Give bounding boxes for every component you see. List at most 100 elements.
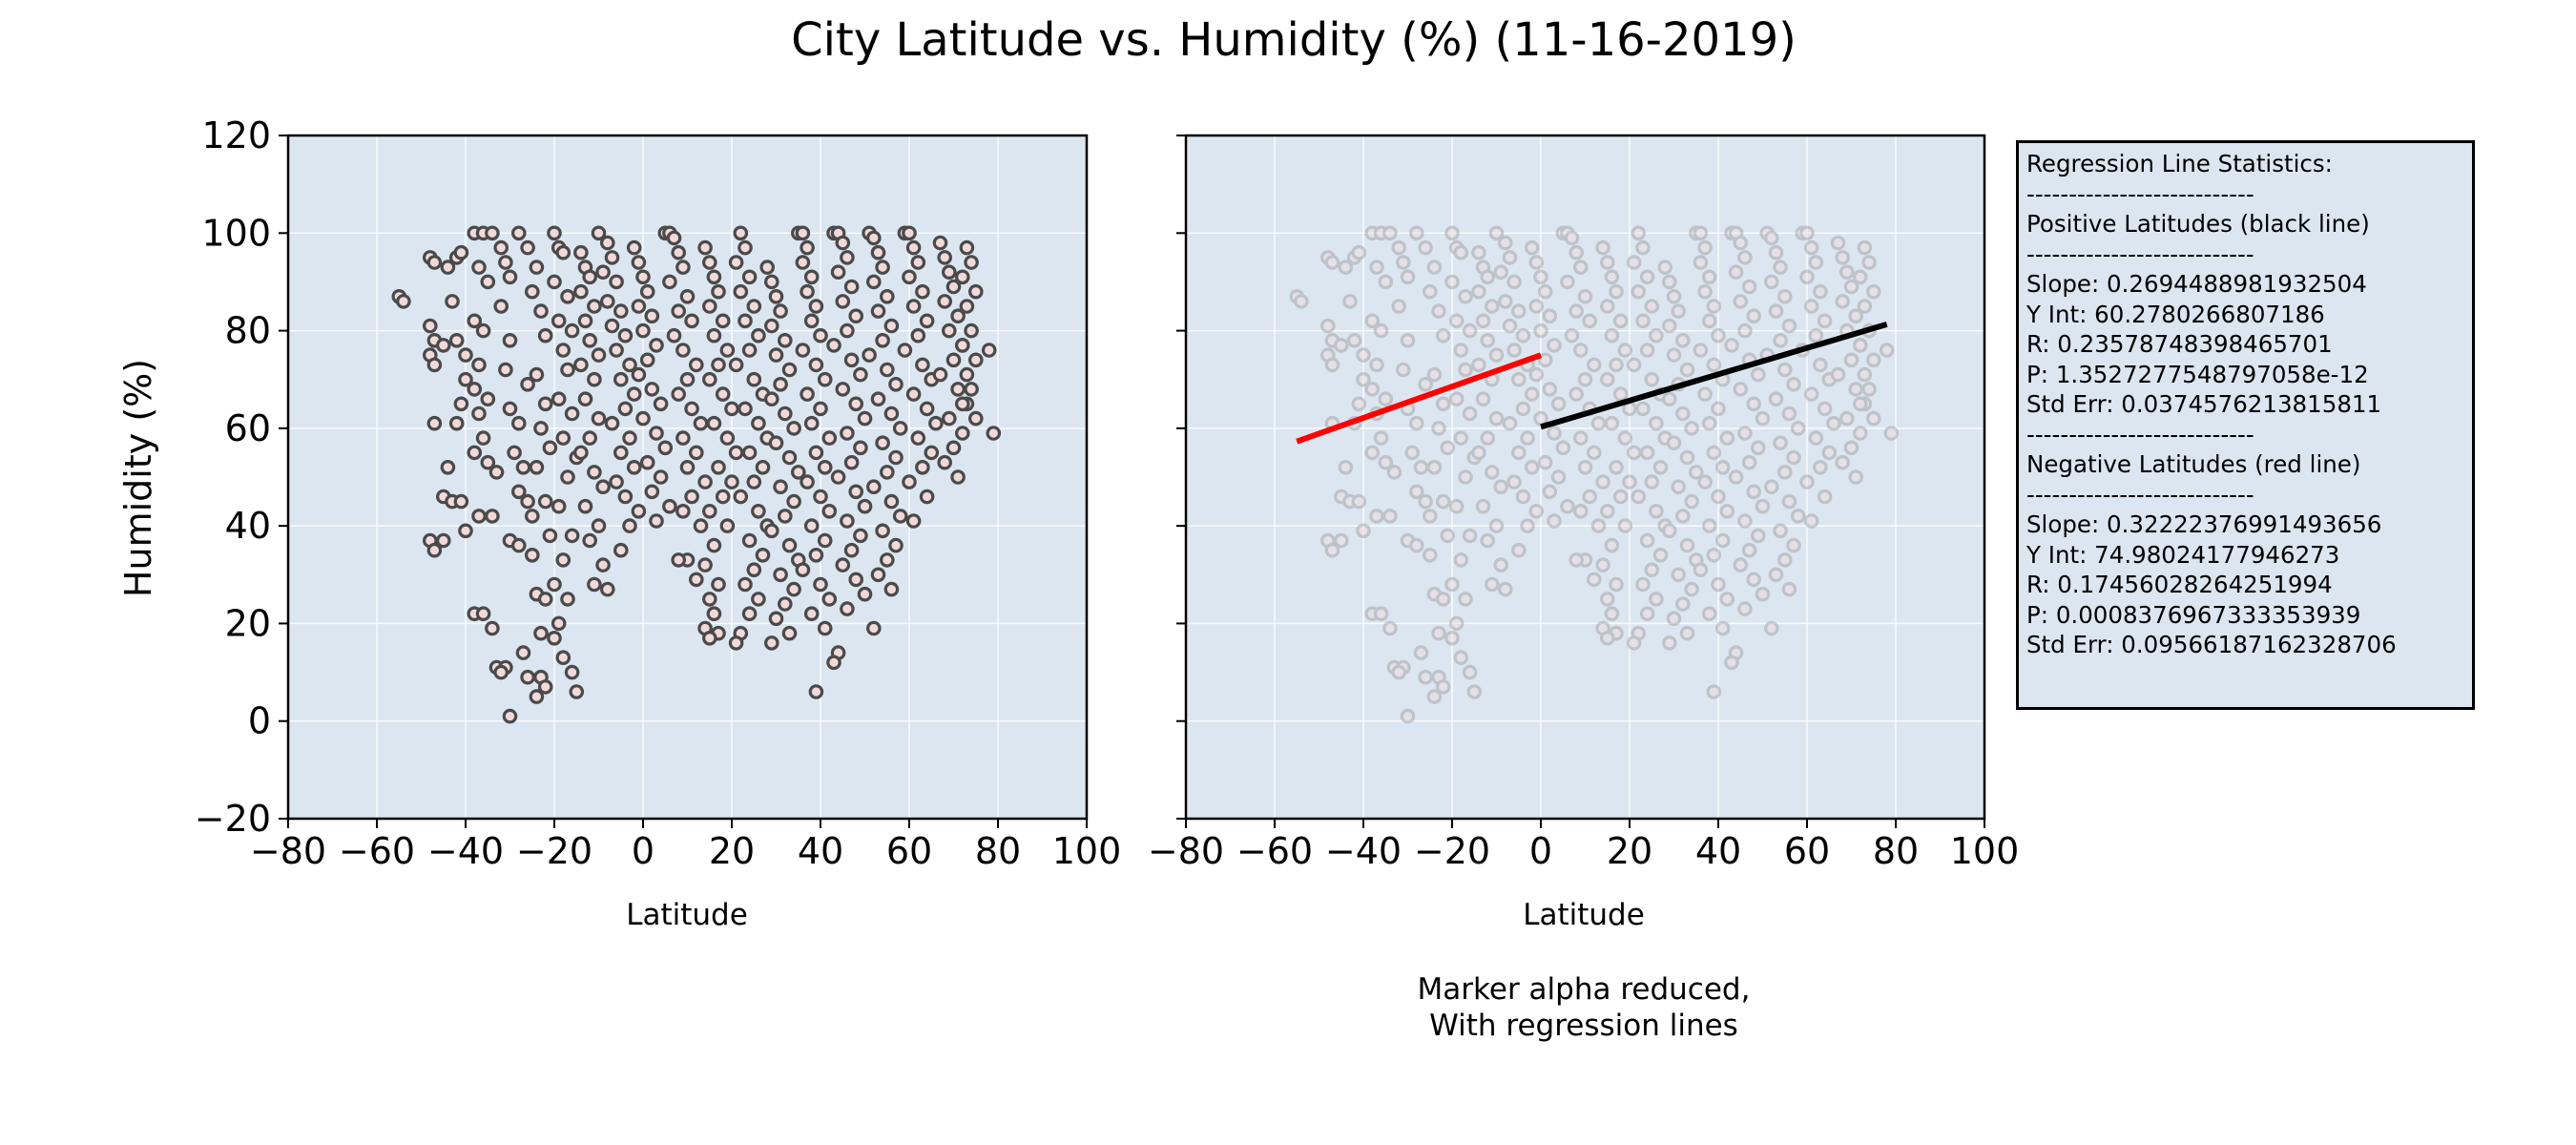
data-point	[781, 449, 798, 466]
data-point	[706, 415, 722, 431]
data-point	[502, 332, 518, 348]
data-point	[675, 260, 691, 275]
data-point	[1511, 445, 1527, 461]
data-point	[1795, 225, 1811, 241]
data-point	[1369, 509, 1384, 524]
data-point	[706, 606, 722, 621]
data-point	[1338, 260, 1354, 275]
note-line: Marker alpha reduced,	[1418, 972, 1751, 1007]
data-point	[1542, 484, 1558, 500]
data-point	[786, 493, 801, 510]
data-point	[1542, 308, 1558, 323]
data-point	[1612, 386, 1629, 402]
x-tick-label: 80	[1873, 830, 1919, 872]
data-point	[1435, 592, 1451, 607]
data-point	[697, 239, 713, 256]
data-point	[1662, 318, 1677, 334]
data-point	[1498, 235, 1513, 251]
data-point	[1342, 294, 1358, 309]
data-point	[711, 357, 726, 373]
data-point	[1418, 493, 1433, 510]
data-point	[813, 489, 828, 505]
data-point	[843, 279, 860, 295]
data-point	[1612, 313, 1629, 329]
data-point	[1755, 410, 1771, 427]
data-point	[910, 430, 926, 446]
data-point	[1466, 684, 1483, 699]
data-point	[1577, 459, 1593, 475]
data-point	[471, 509, 487, 524]
data-point	[1724, 338, 1739, 353]
data-point	[1533, 323, 1548, 339]
data-point	[848, 572, 863, 588]
data-point	[493, 239, 509, 256]
negative-latitude-regression-line	[1296, 352, 1542, 445]
data-point	[577, 391, 593, 406]
data-point	[599, 235, 615, 251]
data-point	[800, 283, 815, 300]
data-point	[510, 484, 527, 500]
data-point	[1378, 391, 1394, 406]
data-point	[777, 332, 793, 348]
data-point	[1817, 313, 1833, 329]
data-point	[1590, 415, 1607, 431]
data-point	[1764, 274, 1779, 290]
data-point	[803, 313, 820, 329]
data-point	[1746, 484, 1761, 500]
data-point	[941, 323, 957, 339]
data-point	[1506, 343, 1522, 358]
data-point	[426, 415, 443, 431]
data-point	[905, 386, 922, 402]
data-point	[821, 503, 838, 519]
data-point	[715, 313, 731, 329]
x-tick-label: 20	[1607, 830, 1652, 872]
data-point	[1502, 415, 1518, 431]
data-point	[1480, 430, 1495, 446]
data-point	[644, 382, 660, 397]
data-point	[967, 352, 984, 368]
data-point	[1378, 274, 1394, 290]
data-point	[1564, 230, 1580, 246]
data-point	[1706, 684, 1722, 699]
data-point	[1573, 430, 1589, 446]
data-point	[502, 708, 518, 724]
data-point	[1662, 635, 1677, 651]
data-point	[613, 371, 629, 387]
data-point	[763, 318, 779, 334]
data-point	[768, 288, 784, 304]
x-tick-label: 100	[1950, 830, 2020, 872]
data-point	[1733, 294, 1749, 309]
data-point	[1830, 235, 1846, 251]
data-point	[1843, 352, 1859, 368]
data-point	[857, 498, 873, 514]
data-point	[1733, 382, 1749, 397]
y-tick-label: 0	[248, 700, 271, 742]
data-point	[564, 406, 580, 422]
data-point	[1644, 562, 1660, 577]
data-point	[1391, 664, 1406, 680]
data-point	[1803, 299, 1819, 314]
stats-line: ---------------------------	[2026, 480, 2254, 509]
data-point	[1706, 547, 1722, 563]
data-point	[1515, 401, 1531, 417]
data-point	[1857, 239, 1873, 256]
stats-line: Std Err: 0.0374576213815811	[2026, 390, 2382, 418]
data-point	[1453, 650, 1469, 665]
data-point	[1693, 225, 1709, 241]
data-point	[1777, 288, 1793, 304]
data-point	[1866, 410, 1881, 427]
data-point	[1448, 391, 1465, 406]
data-point	[1741, 454, 1757, 470]
data-point	[1861, 255, 1877, 270]
data-point	[609, 474, 624, 489]
data-point	[919, 401, 935, 417]
data-point	[591, 410, 607, 427]
data-point	[1714, 620, 1731, 636]
data-point	[1866, 352, 1881, 368]
data-point	[524, 509, 540, 524]
stats-line: P: 1.3527277548797058e-12	[2026, 360, 2369, 388]
data-point	[728, 635, 744, 651]
data-point	[964, 382, 979, 397]
data-point	[1817, 401, 1833, 417]
data-point	[875, 523, 890, 539]
